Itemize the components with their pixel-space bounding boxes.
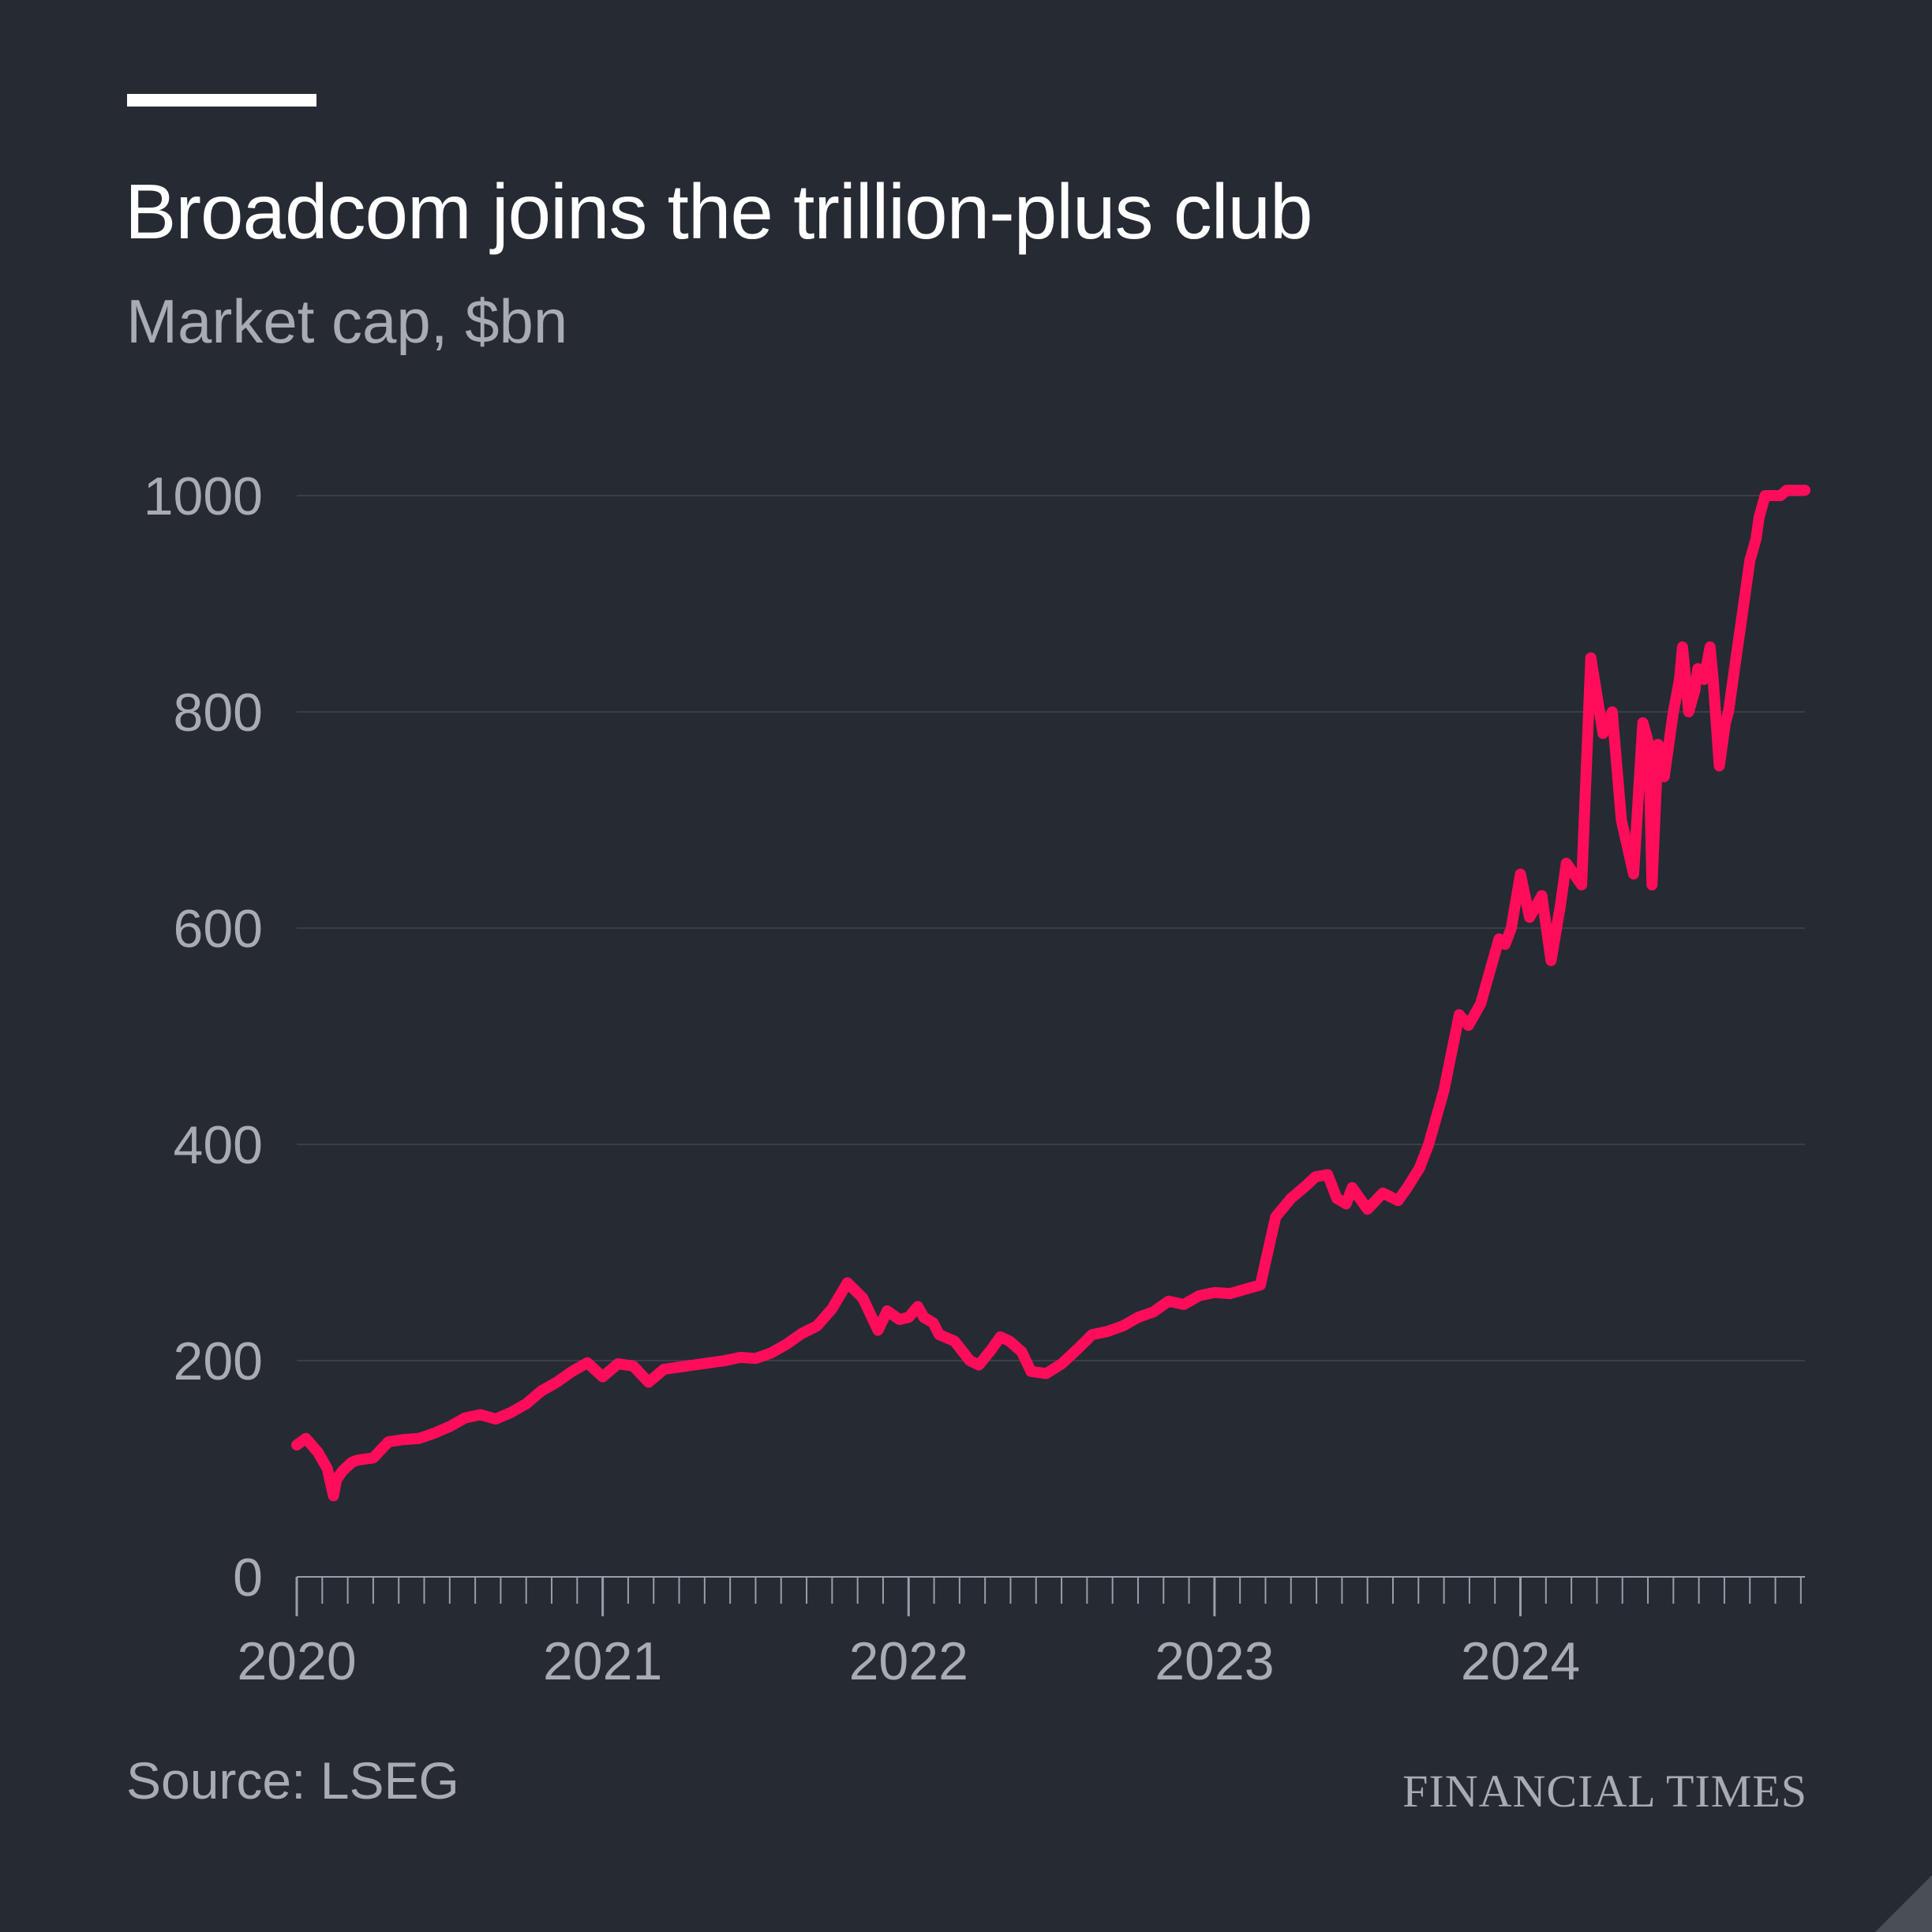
corner-fold-icon xyxy=(1875,1875,1932,1932)
chart-subtitle: Market cap, $bn xyxy=(126,286,568,356)
brand-logo: FINANCIAL TIMES xyxy=(1402,1765,1807,1817)
series-line-market-cap xyxy=(291,485,1810,1502)
y-tick-label: 400 xyxy=(174,1115,263,1175)
x-tick-label: 2020 xyxy=(237,1631,356,1691)
source-note: Source: LSEG xyxy=(126,1751,459,1810)
gridlines xyxy=(297,495,1805,1361)
y-tick-label: 600 xyxy=(174,899,263,959)
title-accent-bar xyxy=(127,94,316,107)
series-layer xyxy=(291,485,1810,1502)
x-tick-label: 2023 xyxy=(1155,1631,1274,1691)
y-tick-label: 200 xyxy=(174,1331,263,1391)
x-axis: 2020 2021 2022 2023 2024 xyxy=(237,1576,1805,1691)
y-tick-label: 0 xyxy=(233,1548,263,1608)
y-tick-label: 1000 xyxy=(144,466,263,526)
x-tick-label: 2021 xyxy=(543,1631,662,1691)
chart-title: Broadcom joins the trillion-plus club xyxy=(125,168,1312,255)
x-tick-label: 2024 xyxy=(1461,1631,1580,1691)
y-tick-label: 800 xyxy=(174,683,263,743)
x-tick-label: 2022 xyxy=(849,1631,968,1691)
y-axis-labels: 0 200 400 600 800 1000 xyxy=(144,466,263,1608)
